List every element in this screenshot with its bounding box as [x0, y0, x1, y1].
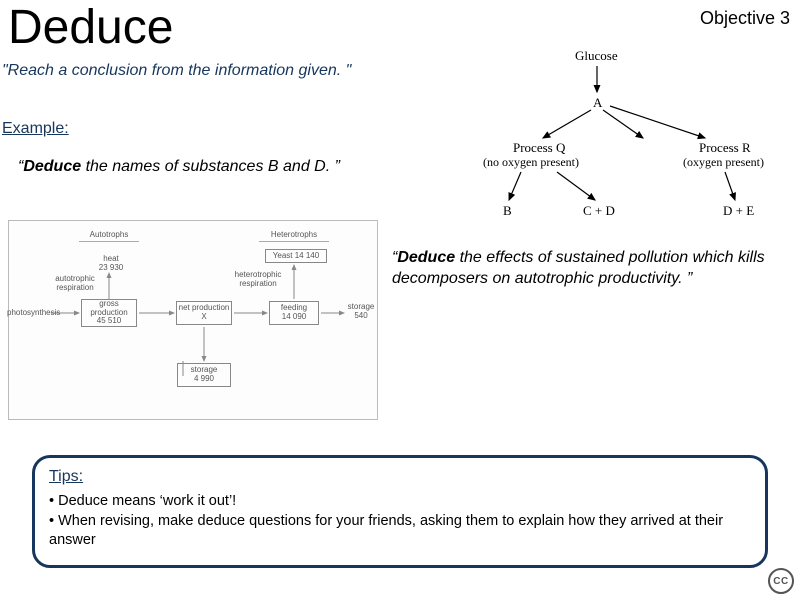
flow-net: net production X	[176, 301, 232, 325]
glucose-b: B	[503, 203, 512, 219]
glucose-diagram: Glucose A Process Q (no oxygen present) …	[495, 48, 795, 238]
tip-1: • Deduce means ‘work it out’!	[49, 492, 751, 512]
glucose-pq: Process Q	[513, 140, 565, 156]
flow-gross: gross production 45 510	[81, 299, 137, 327]
flow-autotrophs: Autotrophs	[79, 231, 139, 242]
glucose-de: D + E	[723, 203, 754, 219]
tip-2: • When revising, make deduce questions f…	[49, 512, 751, 551]
q1-bold: Deduce	[23, 158, 81, 175]
subtitle: "Reach a conclusion from the information…	[2, 62, 351, 80]
flow-diagram: Autotrophs Heterotrophs heat 23 930 Yeas…	[8, 220, 378, 420]
glucose-pr: Process R	[699, 140, 751, 156]
flow-feeding: feeding 14 090	[269, 301, 319, 325]
flow-heterotrophs: Heterotrophs	[259, 231, 329, 242]
cc-badge-icon: CC	[768, 568, 794, 594]
q1-rest: the names of substances B and D. ”	[81, 158, 340, 175]
flow-autoresp: autotrophic respiration	[51, 275, 99, 293]
flow-heat: heat 23 930	[93, 255, 129, 273]
example-label: Example:	[2, 120, 69, 138]
q2-bold: Deduce	[397, 249, 455, 266]
flow-hetresp: heterotrophic respiration	[229, 271, 287, 289]
page-title: Deduce	[8, 0, 173, 55]
glucose-root: Glucose	[575, 48, 618, 64]
flow-yeast: Yeast 14 140	[265, 249, 327, 263]
tip-2-text: When revising, make deduce questions for…	[49, 513, 723, 549]
tips-title: Tips:	[49, 468, 751, 486]
objective-label: Objective 3	[700, 8, 790, 29]
glucose-a: A	[593, 95, 602, 111]
glucose-cd: C + D	[583, 203, 615, 219]
glucose-pq-sub: (no oxygen present)	[483, 155, 579, 170]
flow-storage: storage 4 990	[177, 363, 231, 387]
tips-box: Tips: • Deduce means ‘work it out’! • Wh…	[32, 455, 768, 568]
tips-list: • Deduce means ‘work it out’! • When rev…	[49, 492, 751, 551]
tip-1-text: Deduce means ‘work it out’!	[58, 493, 236, 509]
flow-storage-arrow: storage 540	[345, 303, 377, 321]
example-question-2: “Deduce the effects of sustained polluti…	[392, 248, 780, 290]
glucose-pr-sub: (oxygen present)	[683, 155, 764, 170]
flow-photo: photosynthesis	[7, 309, 55, 318]
example-question-1: “Deduce the names of substances B and D.…	[18, 158, 340, 176]
